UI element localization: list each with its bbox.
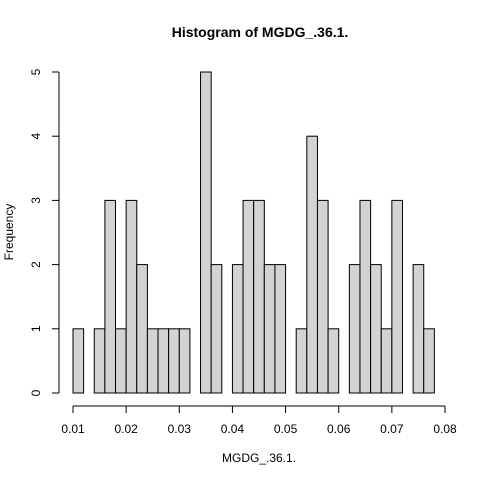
histogram-bar — [157, 328, 170, 394]
histogram-bar — [231, 264, 244, 394]
histogram-bar — [125, 199, 138, 394]
histogram-bar — [391, 199, 403, 394]
y-tick-label: 2 — [29, 261, 43, 268]
y-axis: 0 1 2 3 4 5 — [29, 68, 60, 396]
x-axis-title: MGDG_.36.1. — [222, 451, 296, 465]
y-tick-label: 5 — [29, 68, 43, 75]
x-tick-label: 0.07 — [380, 422, 404, 436]
y-tick-label: 3 — [29, 197, 43, 204]
histogram-bar — [210, 264, 223, 394]
chart-title: Histogram of MGDG_.36.1. — [172, 24, 349, 40]
histogram-bar — [253, 199, 265, 394]
histogram-bar — [306, 135, 318, 394]
histogram-bar — [104, 199, 117, 394]
x-tick-label: 0.08 — [433, 422, 457, 436]
x-tick-label: 0.02 — [114, 422, 138, 436]
histogram-bar — [136, 264, 148, 394]
histogram-bar — [359, 199, 372, 394]
x-tick-label: 0.04 — [221, 422, 245, 436]
histogram-bar — [168, 328, 180, 394]
histogram-bar — [93, 328, 106, 394]
x-tick-label: 0.03 — [168, 422, 192, 436]
histogram-bar — [146, 328, 159, 394]
y-tick-label: 1 — [29, 325, 43, 332]
histogram-bar — [380, 328, 393, 394]
histogram-bar — [423, 328, 435, 394]
histogram-bar — [242, 199, 255, 394]
x-tick-label: 0.05 — [274, 422, 298, 436]
histogram-bar — [72, 328, 85, 394]
histogram-bar — [370, 264, 382, 394]
y-tick-label: 4 — [29, 133, 43, 140]
histogram-bar — [295, 328, 308, 394]
histogram-bar — [263, 264, 276, 394]
y-axis-title: Frequency — [2, 204, 16, 261]
histogram-bar — [115, 328, 127, 394]
histogram-bar — [316, 199, 329, 394]
histogram-bar — [348, 264, 361, 394]
bars-group — [72, 71, 435, 394]
histogram-bar — [327, 328, 340, 394]
histogram-bar — [178, 328, 191, 394]
x-axis: 0.01 0.02 0.03 0.04 0.05 0.06 0.07 0.08 — [61, 405, 457, 436]
x-tick-label: 0.01 — [61, 422, 85, 436]
histogram-bar — [200, 71, 212, 394]
y-tick-label: 0 — [29, 389, 43, 396]
histogram-bar — [412, 264, 425, 394]
x-tick-label: 0.06 — [327, 422, 351, 436]
histogram-bar — [274, 264, 287, 394]
